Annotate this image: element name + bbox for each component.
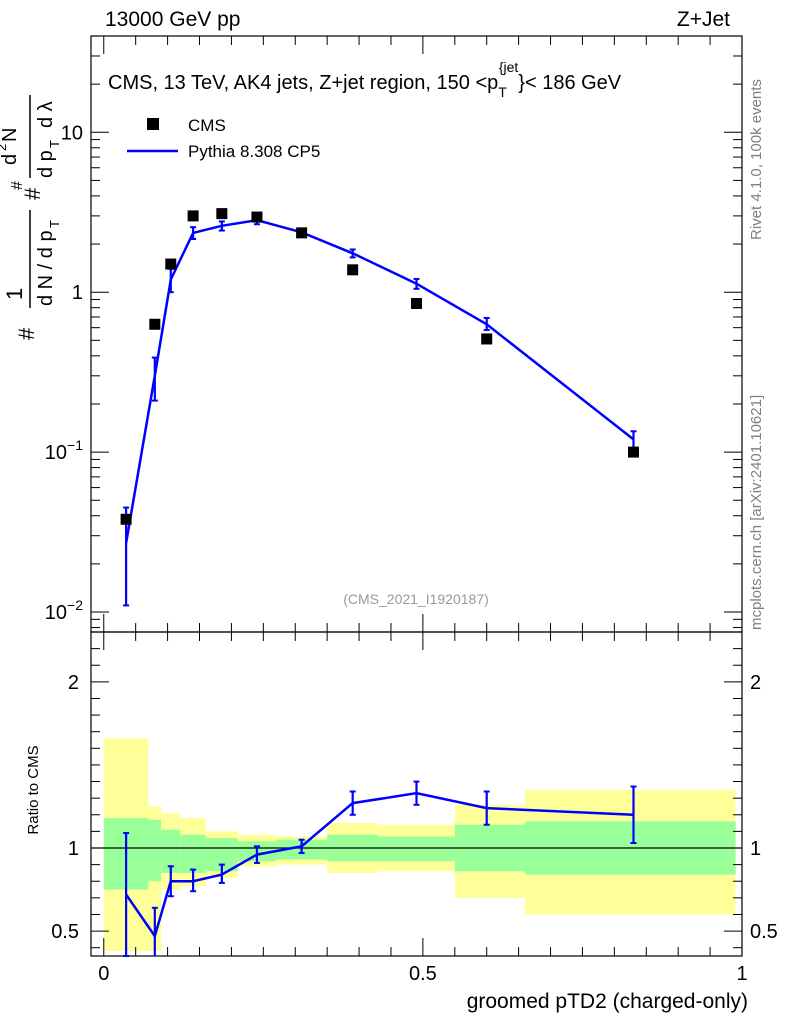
svg-text:d N / d p: d N / d p xyxy=(35,230,57,306)
y-tick-label: 1 xyxy=(72,282,83,304)
svg-text:#: # xyxy=(20,187,45,200)
band-inner xyxy=(378,836,455,862)
x-tick-label: 1 xyxy=(736,963,747,985)
ratio-y-tick-label-right: 1 xyxy=(750,838,761,860)
analysis-tag: (CMS_2021_I1920187) xyxy=(343,591,489,607)
data-point-cms xyxy=(481,333,493,345)
data-point-cms xyxy=(251,211,263,223)
x-axis-label: groomed pTD2 (charged-only) xyxy=(467,990,748,1013)
ratio-y-tick-label-right: 2 xyxy=(750,672,761,694)
header-left: 13000 GeV pp xyxy=(105,8,240,31)
band-inner xyxy=(180,834,206,873)
rivet-label: Rivet 4.1.0, 100k events xyxy=(748,79,765,240)
legend-label-cms: CMS xyxy=(188,116,226,135)
svg-text:1: 1 xyxy=(2,288,27,300)
data-point-cms xyxy=(216,208,228,220)
legend-marker-cms xyxy=(147,118,159,130)
ratio-frame xyxy=(90,631,743,957)
mcplots-label: mcplots.cern.ch [arXiv:2401.10621] xyxy=(748,395,765,630)
band-inner xyxy=(161,829,181,873)
svg-text:#: # xyxy=(14,327,39,340)
data-point-cms xyxy=(347,264,359,276)
svg-text:2: 2 xyxy=(0,144,9,151)
legend-label-pythia: Pythia 8.308 CP5 xyxy=(188,142,320,161)
svg-text:d: d xyxy=(0,154,21,165)
x-tick-label: 0.5 xyxy=(409,963,437,985)
band-inner xyxy=(148,819,162,882)
main-panel: 10−2 10−1 1 10 (CMS_2021_I1920187) CMS Pythia … xyxy=(45,35,743,633)
svg-text:d λ: d λ xyxy=(35,101,57,128)
data-point-cms xyxy=(187,210,199,222)
svg-text:T: T xyxy=(47,140,62,148)
data-point-cms xyxy=(149,318,161,330)
y-tick-label: 10−2 xyxy=(45,597,83,624)
ratio-panel: 0.5 0.51 12 20 0.5 1 xyxy=(51,631,778,985)
ratio-y-axis-label: Ratio to CMS xyxy=(25,745,42,834)
main-y-axis-label: # 1 d N / d p T # d 2 N d p T d λ # xyxy=(0,95,62,340)
svg-text:T: T xyxy=(47,220,62,228)
svg-text:N: N xyxy=(0,128,21,142)
data-point-cms xyxy=(296,227,308,239)
y-tick-label: 10 xyxy=(61,122,83,144)
y-tick-label: 10−1 xyxy=(45,437,83,464)
main-title: CMS, 13 TeV, AK4 jets, Z+jet region, 150… xyxy=(108,59,622,100)
svg-text:#: # xyxy=(9,181,26,190)
ratio-y-tick-label: 0.5 xyxy=(51,921,79,943)
svg-text:d p: d p xyxy=(35,150,57,178)
series-line-pythia xyxy=(124,218,635,544)
data-point-cms xyxy=(411,297,422,309)
data-point-cms xyxy=(165,258,177,270)
header-right: Z+Jet xyxy=(677,8,730,31)
ratio-y-tick-label: 1 xyxy=(68,838,79,860)
data-point-cms xyxy=(120,513,132,525)
ratio-y-tick-label-right: 0.5 xyxy=(750,921,778,943)
data-point-cms xyxy=(628,446,639,458)
x-tick-label: 0 xyxy=(98,963,109,985)
ratio-y-tick-label: 2 xyxy=(68,672,79,694)
